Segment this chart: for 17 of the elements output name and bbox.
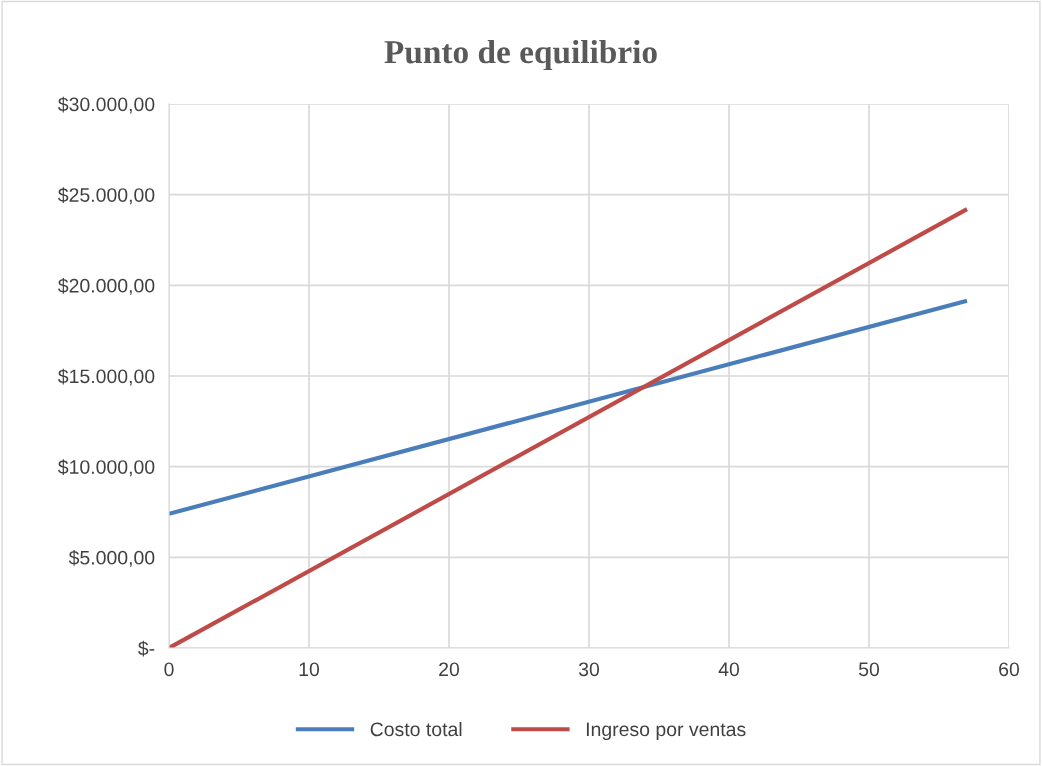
chart-title: Punto de equilibrio [384, 39, 657, 71]
x-tick-label: 60 [999, 662, 1020, 677]
y-tick-label: $10.000,00 [58, 459, 155, 477]
y-tick-label: $- [138, 640, 155, 657]
y-tick-label: $20.000,00 [58, 277, 155, 295]
y-tick-label: $15.000,00 [58, 368, 155, 386]
y-tick-label: $30.000,00 [58, 96, 155, 114]
x-tick-label: 50 [858, 662, 880, 677]
x-tick-label: 20 [439, 662, 460, 677]
y-tick-label: $25.000,00 [58, 187, 155, 205]
y-tick-label: $5.000,00 [68, 549, 155, 567]
x-tick-label: 10 [299, 662, 320, 677]
legend-label: Costo total [370, 721, 462, 737]
x-tick-label: 30 [578, 662, 600, 677]
x-tick-label: 0 [164, 662, 174, 677]
legend-label: Ingreso por ventas [586, 722, 746, 741]
x-tick-label: 40 [718, 662, 740, 677]
